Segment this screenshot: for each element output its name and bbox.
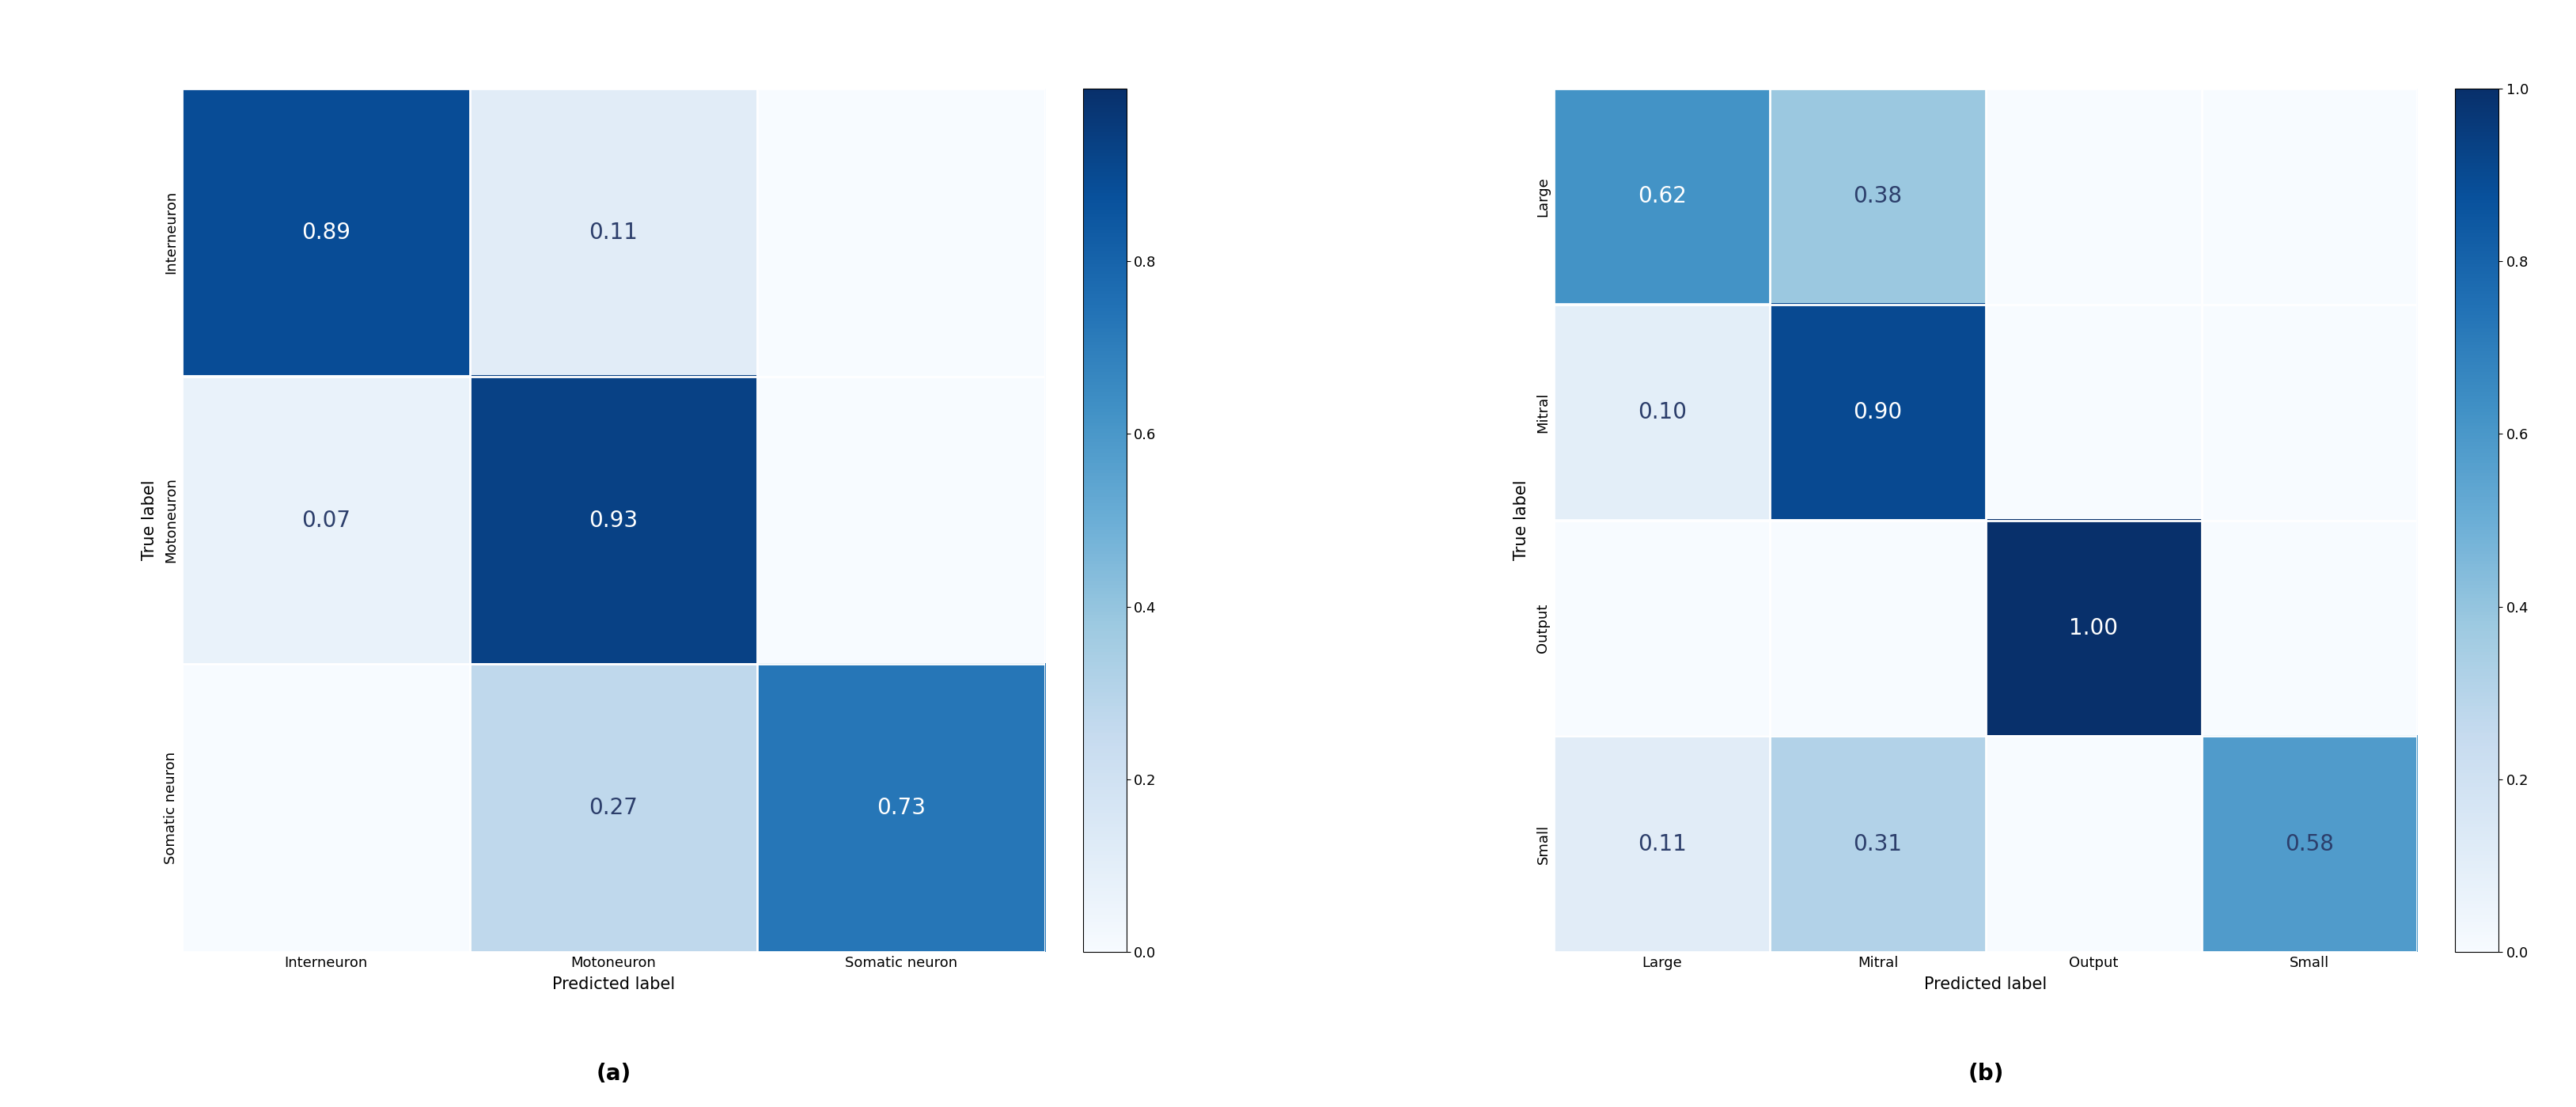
Text: 0.38: 0.38 [1852,185,1901,208]
Text: (b): (b) [1968,1063,2004,1085]
Text: 0.58: 0.58 [2285,832,2334,856]
Text: 0.07: 0.07 [301,509,350,531]
X-axis label: Predicted label: Predicted label [551,976,675,993]
Text: 0.73: 0.73 [876,797,925,819]
Text: 0.10: 0.10 [1638,401,1687,424]
Text: 0.11: 0.11 [1638,832,1687,856]
Text: (a): (a) [595,1063,631,1085]
Y-axis label: True label: True label [142,480,157,560]
Text: 0.89: 0.89 [301,221,350,244]
Y-axis label: True label: True label [1515,480,1530,560]
Text: 0.62: 0.62 [1638,185,1687,208]
Text: 0.93: 0.93 [590,509,639,531]
Text: 0.11: 0.11 [590,221,639,244]
Text: 0.31: 0.31 [1852,832,1901,856]
Text: 0.90: 0.90 [1852,401,1901,424]
Text: 0.27: 0.27 [590,797,639,819]
Text: 1.00: 1.00 [2069,617,2117,640]
X-axis label: Predicted label: Predicted label [1924,976,2048,993]
